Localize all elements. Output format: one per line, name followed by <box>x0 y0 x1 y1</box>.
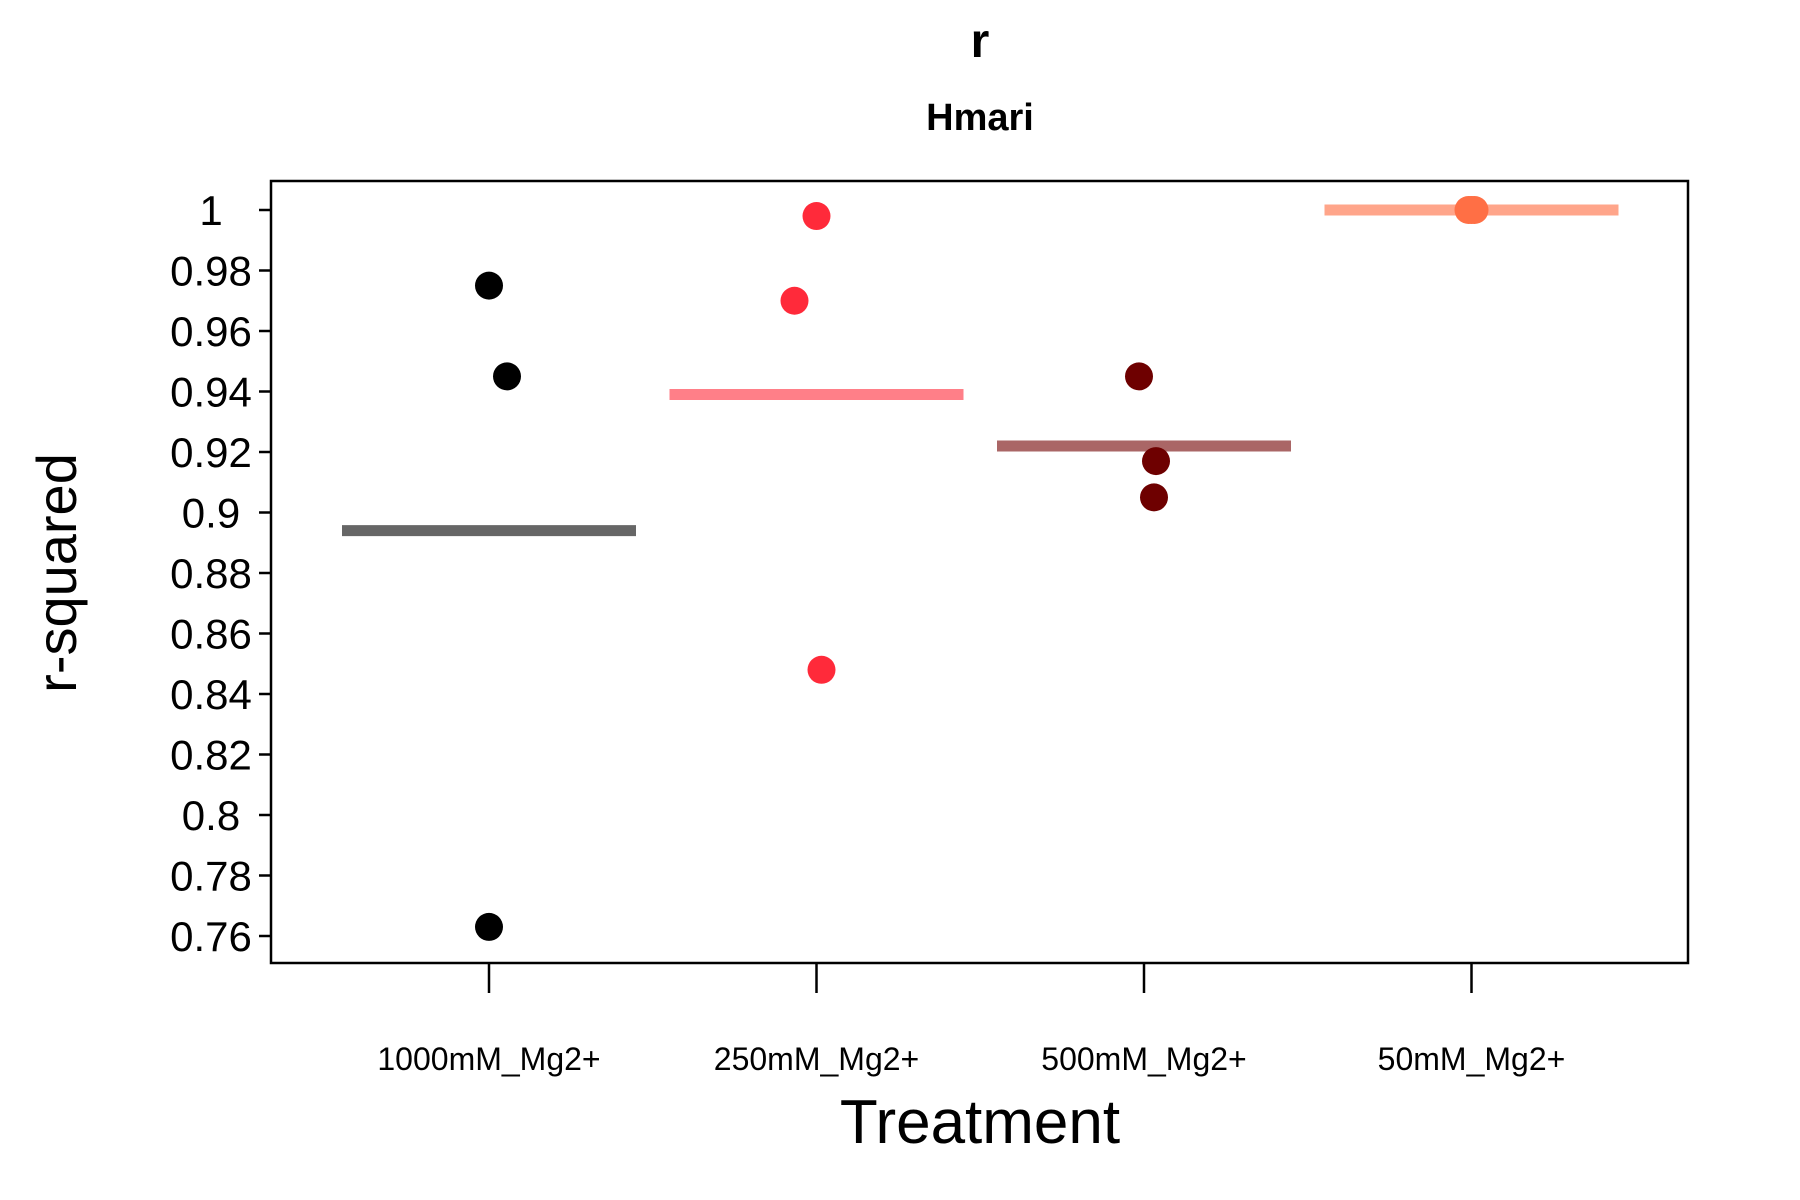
y-tick-label: 0.76 <box>170 913 252 960</box>
y-axis: 0.76 0.78 0.8 0.82 0.84 0.86 0.88 0.9 0.92 0.94 0.… <box>170 187 271 960</box>
x-tick-label: 50mM_Mg2+ <box>1378 1041 1566 1077</box>
y-tick-label: 0.88 <box>170 550 252 597</box>
y-axis-label: r-squared <box>25 453 88 693</box>
data-point <box>1460 196 1489 224</box>
y-tick-label: 0.96 <box>170 308 252 355</box>
data-point <box>1142 447 1170 476</box>
data-point <box>475 271 503 300</box>
y-tick-label: 0.98 <box>170 248 252 295</box>
y-tick-label: 0.8 <box>182 792 240 839</box>
y-tick-label: 0.94 <box>170 369 252 416</box>
data-point <box>493 362 521 391</box>
data-points <box>475 196 1489 941</box>
y-tick-label: 0.86 <box>170 611 252 658</box>
data-point <box>780 286 809 315</box>
x-tick-label: 500mM_Mg2+ <box>1041 1041 1246 1077</box>
x-axis-label: Treatment <box>840 1088 1120 1157</box>
chart-title: r <box>971 15 990 68</box>
data-point <box>475 912 503 941</box>
y-tick-label: 0.84 <box>170 671 252 718</box>
y-tick-label: 0.82 <box>170 732 252 779</box>
y-tick-label: 0.78 <box>170 853 252 900</box>
data-point <box>802 202 831 231</box>
mean-lines <box>342 204 1619 537</box>
y-tick-label: 1 <box>199 187 222 234</box>
data-point <box>1140 483 1168 512</box>
data-point <box>807 655 836 684</box>
x-tick-label: 250mM_Mg2+ <box>714 1041 919 1077</box>
chart-subtitle: Hmari <box>926 97 1034 139</box>
y-tick-label: 0.92 <box>170 429 252 476</box>
x-tick-label: 1000mM_Mg2+ <box>377 1041 600 1077</box>
data-point <box>1125 362 1153 391</box>
y-tick-label: 0.9 <box>182 490 240 537</box>
x-axis: 1000mM_Mg2+ 250mM_Mg2+ 500mM_Mg2+ 50mM_Mg2+ <box>377 963 1565 1077</box>
